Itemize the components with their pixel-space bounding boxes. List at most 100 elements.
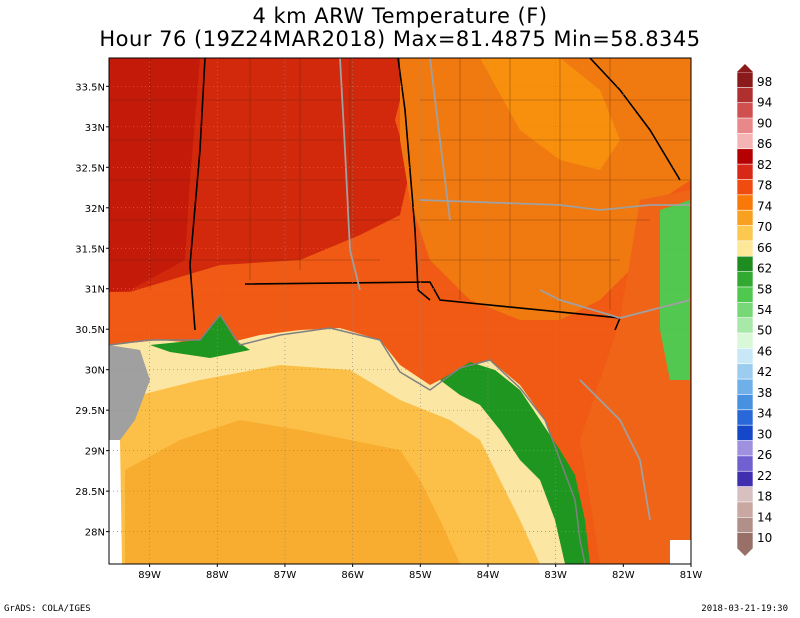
colorbar-swatch: [736, 409, 754, 426]
latitude-axis: 33.5N 33N 32.5N 32N 31.5N 31N 30.5N 30N 29.5N 29N…: [75, 82, 109, 539]
colorbar-swatch: [736, 501, 754, 519]
colorbar-label: 34: [757, 407, 772, 421]
outside-domain-w: [109, 440, 122, 564]
colorbar-swatch: [736, 225, 754, 242]
lon-tick-label: 83W: [544, 570, 567, 581]
lat-tick-label: 32.5N: [75, 163, 105, 174]
colorbar-swatch: [736, 255, 754, 273]
colorbar-swatch: [736, 440, 754, 457]
lat-tick-label: 29.5N: [75, 406, 105, 417]
colorbar-label: 94: [757, 96, 772, 110]
lon-tick-label: 88W: [206, 570, 229, 581]
colorbar-min-arrow: [737, 548, 753, 556]
colorbar-label: 70: [757, 220, 772, 234]
colorbar-label: 26: [757, 448, 772, 462]
highway-lines: [339, 58, 691, 521]
colorbar-swatch: [736, 363, 754, 380]
colorbar-swatch: [736, 286, 754, 304]
lat-tick-label: 29N: [85, 447, 105, 458]
lat-tick-label: 28.5N: [75, 487, 105, 498]
hot-zone-core: [109, 58, 200, 292]
colorbar-swatch: [736, 317, 754, 334]
lat-tick-label: 31.5N: [75, 244, 105, 255]
state-borders: [189, 58, 681, 331]
colorbar-label: 38: [757, 386, 772, 400]
colorbar-swatch: [736, 470, 754, 488]
map-field: [109, 58, 691, 564]
plot-frame: [108, 57, 692, 565]
colorbar-label: 78: [757, 179, 772, 193]
lon-tick-label: 84W: [477, 570, 500, 581]
colorbar-swatch: [736, 71, 754, 89]
colorbar-label: 22: [757, 469, 772, 483]
colorbar-swatch: [736, 348, 754, 365]
orange-zone-ne: [400, 58, 691, 320]
colorbar-label: 50: [757, 324, 772, 338]
colorbar-swatch: [736, 117, 754, 135]
green-panhandle: [150, 315, 250, 358]
colorbar-label: 98: [757, 75, 772, 89]
colorbar: 98 94 90 86 82 78 74 70 66 62 58 54 50 46 42 38 34 30 26 22…: [736, 64, 772, 556]
colorbar-label: 54: [757, 303, 772, 317]
colorbar-swatch: [736, 486, 754, 503]
lon-tick-label: 82W: [612, 570, 635, 581]
gray-delta: [109, 345, 150, 440]
lon-tick-label: 87W: [274, 570, 297, 581]
lat-tick-label: 33.5N: [75, 82, 105, 93]
colorbar-label: 58: [757, 282, 772, 296]
green-eastcoast: [660, 200, 690, 380]
longitude-axis: 89W 88W 87W 86W 85W 84W 83W 82W 81W: [138, 564, 702, 581]
colorbar-swatch: [736, 194, 754, 211]
gulf-warmer: [125, 420, 460, 564]
coastline: [109, 313, 586, 564]
colorbar-swatch: [736, 271, 754, 288]
lon-tick-label: 81W: [680, 570, 703, 581]
colorbar-swatch: [736, 87, 754, 104]
map-grid: [109, 58, 691, 564]
colorbar-swatch: [736, 424, 754, 442]
colorbar-label: 42: [757, 365, 772, 379]
lat-tick-label: 32N: [85, 204, 105, 215]
green-bigbend: [440, 362, 590, 564]
colorbar-label: 74: [757, 199, 772, 213]
colorbar-swatch: [736, 394, 754, 411]
colorbar-swatch: [736, 133, 754, 150]
lon-tick-label: 85W: [409, 570, 432, 581]
map-title: 4 km ARW Temperature (F): [252, 4, 548, 28]
colorbar-swatch: [736, 302, 754, 319]
colorbar-max-arrow: [737, 64, 753, 72]
lon-tick-label: 89W: [138, 570, 161, 581]
colorbar-swatch: [736, 209, 754, 227]
colorbar-swatch: [736, 378, 754, 396]
lon-tick-label: 86W: [341, 570, 364, 581]
colorbar-swatch: [736, 240, 754, 258]
lat-tick-label: 30N: [85, 366, 105, 377]
lat-tick-label: 31N: [85, 285, 105, 296]
colorbar-label: 86: [757, 137, 772, 151]
colorbar-swatch: [736, 332, 754, 350]
colorbar-swatch: [736, 455, 754, 473]
colorbar-swatch: [736, 102, 754, 119]
footer-timestamp: 2018-03-21-19:30: [701, 604, 788, 614]
colorbar-label: 46: [757, 344, 772, 358]
colorbar-swatch: [736, 163, 754, 181]
colorbar-label: 18: [757, 490, 772, 504]
colorbar-label: 14: [757, 510, 772, 524]
colorbar-label: 82: [757, 158, 772, 172]
colorbar-label: 62: [757, 262, 772, 276]
footer-credit: GrADS: COLA/IGES: [4, 604, 91, 614]
colorbar-label: 10: [757, 531, 772, 545]
outside-domain-se: [670, 540, 691, 564]
colorbar-swatch: [736, 148, 754, 165]
county-borders: [109, 58, 690, 320]
colorbar-label: 66: [757, 241, 772, 255]
colorbar-label: 30: [757, 427, 772, 441]
lat-tick-label: 28N: [85, 528, 105, 539]
map-subtitle: Hour 76 (19Z24MAR2018) Max=81.4875 Min=5…: [99, 27, 701, 51]
lat-tick-label: 30.5N: [75, 325, 105, 336]
colorbar-swatch: [736, 532, 754, 549]
colorbar-label: 90: [757, 116, 772, 130]
colorbar-swatch: [736, 179, 754, 196]
colorbar-swatch: [736, 516, 754, 534]
